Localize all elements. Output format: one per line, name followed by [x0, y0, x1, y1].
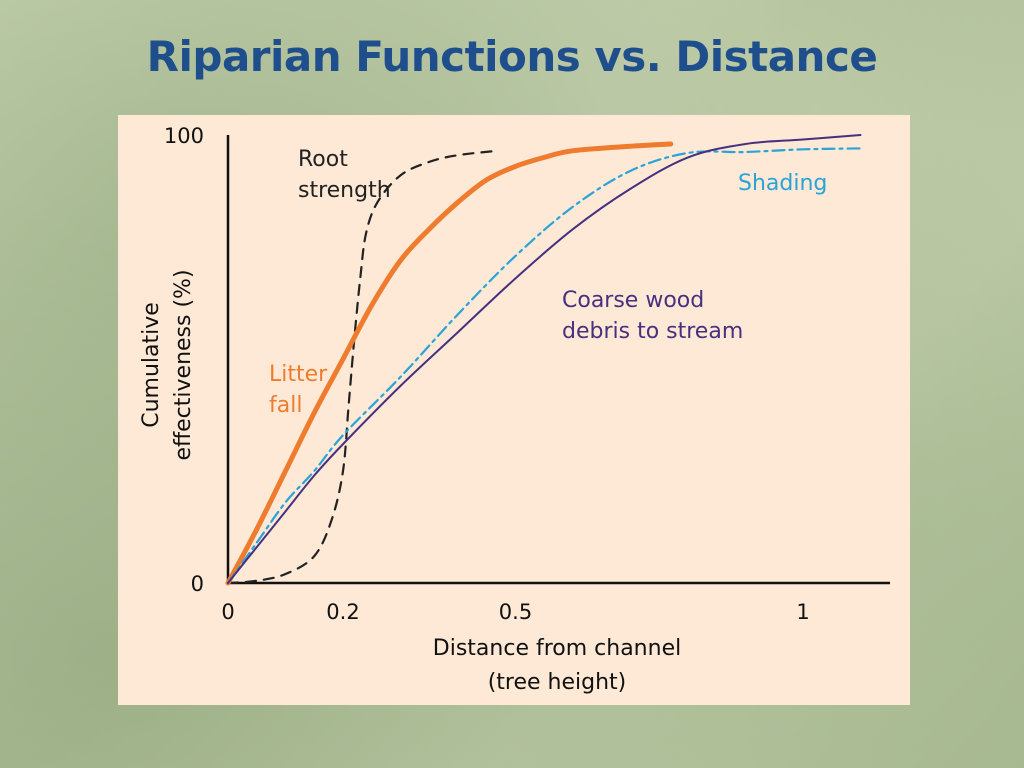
coarse-wood-label-line2: debris to stream — [562, 319, 743, 344]
y-axis-label-line2: effectiveness (%) — [171, 269, 196, 460]
y-axis-label: Cumulative effectiveness (%) — [139, 269, 196, 460]
y-axis-label-line1: Cumulative — [139, 302, 164, 428]
line-chart: 0 0.2 0.5 1 0 100 Distance from channel (tree… — [139, 124, 890, 695]
y-tick-label: 0 — [191, 572, 204, 596]
x-tick-label: 1 — [796, 600, 809, 624]
litter-fall-label-line2: fall — [269, 393, 302, 418]
root-strength-label-line1: Root — [298, 147, 348, 172]
shading-label: Shading — [738, 171, 827, 196]
x-axis-label-line1: Distance from channel — [433, 636, 681, 661]
slide-title: Riparian Functions vs. Distance — [146, 32, 878, 81]
root-strength-label-line2: strength — [298, 178, 391, 203]
tick-labels: 0 0.2 0.5 1 0 100 — [164, 124, 810, 624]
litter-fall-line — [225, 141, 674, 586]
litter-fall-label-line1: Litter — [269, 362, 328, 387]
x-tick-label: 0 — [221, 600, 234, 624]
x-axis-label-line2: (tree height) — [488, 670, 627, 695]
coarse-wood-line — [227, 134, 862, 584]
chart-panel — [118, 115, 910, 705]
series-lines — [225, 134, 862, 586]
x-tick-label: 0.5 — [499, 600, 532, 624]
x-tick-label: 0.2 — [326, 600, 359, 624]
root-strength-line — [226, 149, 500, 585]
coarse-wood-label-line1: Coarse wood — [562, 288, 704, 313]
chart-axes — [226, 135, 890, 585]
y-tick-label: 100 — [164, 124, 204, 148]
shading-line — [226, 147, 862, 585]
